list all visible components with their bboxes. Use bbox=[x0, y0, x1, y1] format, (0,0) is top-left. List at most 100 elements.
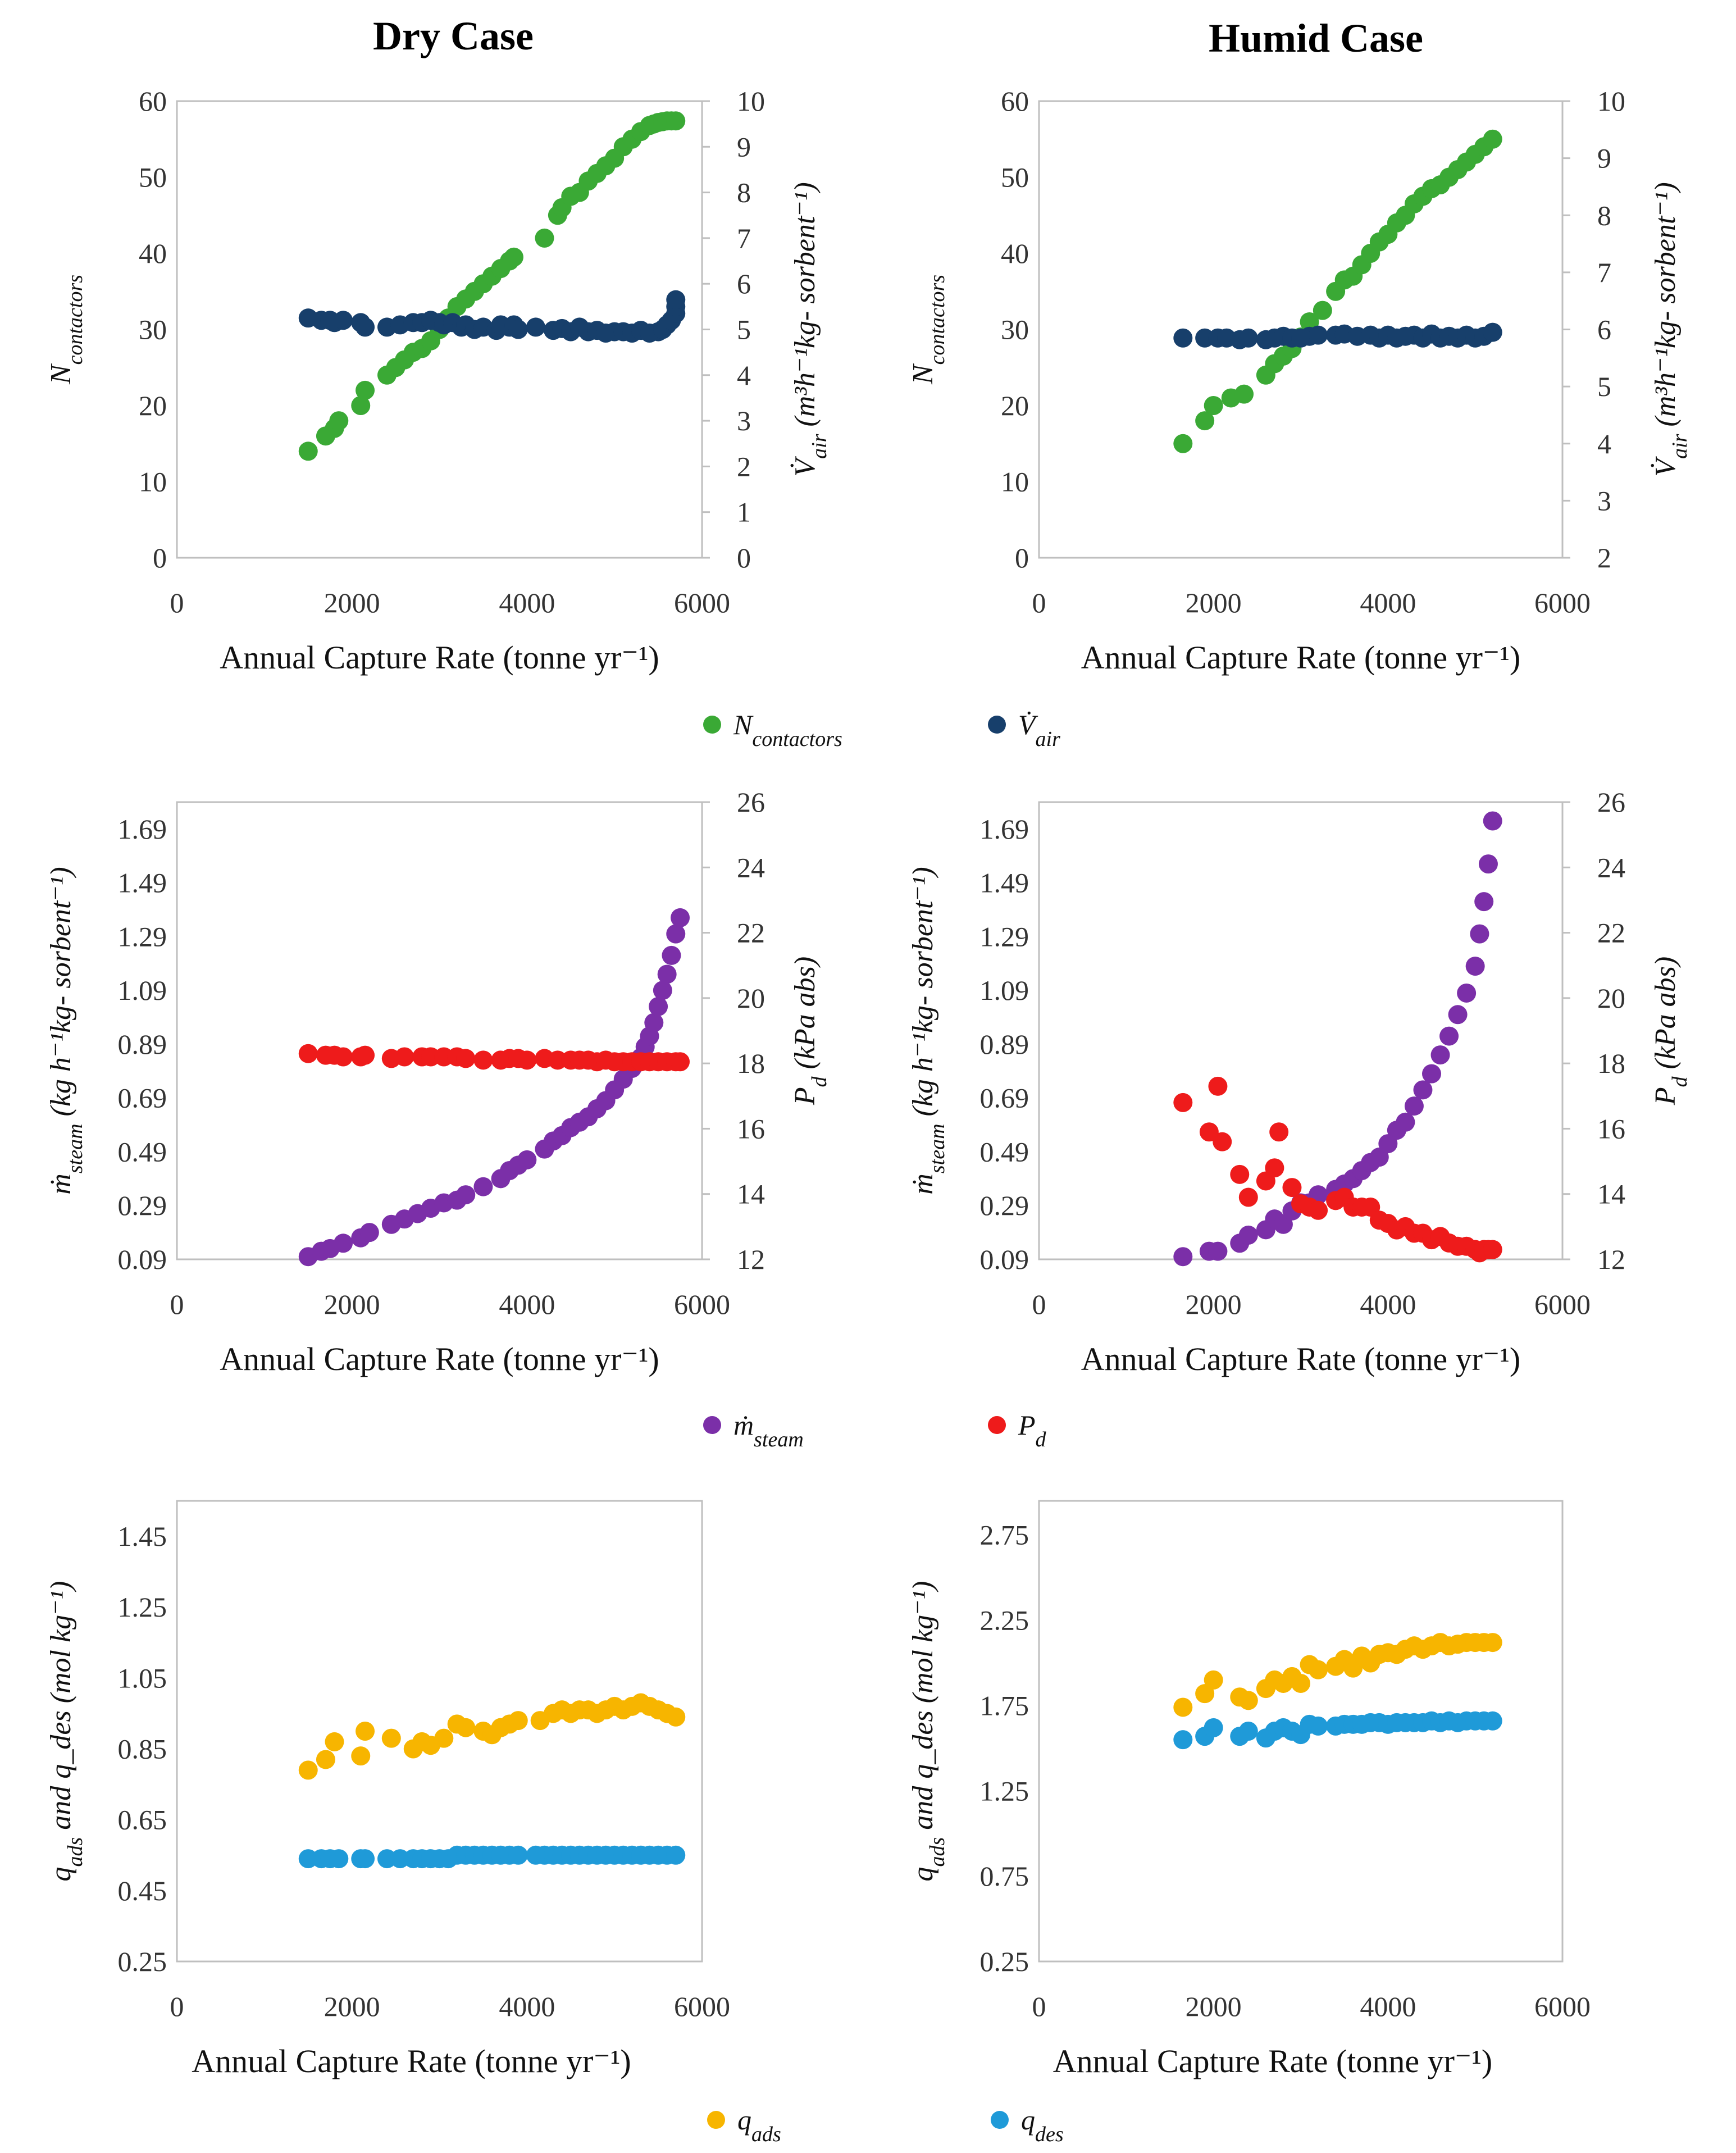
x-tick-label: 6000 bbox=[674, 1289, 730, 1320]
data-point bbox=[473, 1050, 493, 1070]
y-tick-label: 2.75 bbox=[980, 1519, 1029, 1551]
x-tick-label: 6000 bbox=[1534, 1991, 1591, 2022]
data-point bbox=[1238, 1225, 1258, 1245]
y-tick-label: 0.69 bbox=[118, 1082, 167, 1114]
legends-layer: Ncontactors V̇air ṁsteam Pd qads qdes bbox=[703, 709, 1064, 2146]
plot-frame bbox=[176, 1500, 703, 1963]
y-tick-label: 0.49 bbox=[118, 1136, 167, 1167]
series-q_des bbox=[298, 1845, 686, 1869]
y2-tick-label: 7 bbox=[1597, 257, 1611, 288]
y-tick-label: 0.29 bbox=[118, 1190, 167, 1221]
x-tick-label: 4000 bbox=[1360, 1991, 1416, 2022]
y2-tick-label: 18 bbox=[737, 1048, 765, 1079]
data-point bbox=[356, 380, 375, 400]
data-point bbox=[644, 1013, 664, 1032]
data-point bbox=[456, 1718, 476, 1737]
y2-tick-label: 0 bbox=[737, 542, 751, 573]
y2-tick-label: 12 bbox=[737, 1244, 765, 1275]
data-point bbox=[671, 1052, 690, 1072]
y-axis-label: ṁsteam (kg h⁻¹kg- sorbent⁻¹) bbox=[907, 867, 949, 1194]
y-tick-label: 0.25 bbox=[980, 1946, 1029, 1977]
y-tick-label: 1.45 bbox=[118, 1521, 167, 1552]
y2-axis-label: V̇air (m³h⁻¹kg- sorbent⁻¹) bbox=[789, 182, 831, 476]
plot-frame bbox=[1038, 1500, 1564, 1963]
data-point bbox=[548, 1050, 567, 1070]
data-point bbox=[1483, 129, 1502, 149]
legend-label: V̇air bbox=[1018, 709, 1060, 751]
data-point bbox=[1195, 328, 1215, 348]
data-point bbox=[1483, 1633, 1502, 1653]
y2-tick-label: 9 bbox=[737, 131, 751, 162]
data-point bbox=[1204, 1670, 1223, 1690]
series-V̇_air bbox=[1173, 322, 1502, 349]
title-humid-case: Humid Case bbox=[1209, 16, 1423, 61]
data-point bbox=[1238, 1691, 1258, 1710]
y-tick-label: 60 bbox=[1001, 85, 1029, 117]
data-point bbox=[504, 247, 523, 267]
data-point bbox=[1404, 1096, 1424, 1116]
x-axis-label: Annual Capture Rate (tonne yr⁻¹) bbox=[220, 639, 659, 676]
data-point bbox=[359, 1223, 379, 1242]
y2-tick-label: 18 bbox=[1597, 1048, 1625, 1079]
data-point bbox=[653, 981, 672, 1000]
x-tick-label: 6000 bbox=[674, 587, 730, 618]
data-point bbox=[666, 111, 686, 131]
data-point bbox=[662, 945, 681, 965]
y2-tick-label: 5 bbox=[1597, 371, 1611, 402]
y2-axis-label: Pd (kPa abs) bbox=[1650, 957, 1692, 1105]
y2-tick-label: 24 bbox=[1597, 852, 1625, 883]
data-point bbox=[1439, 1026, 1459, 1046]
y-tick-label: 1.29 bbox=[980, 921, 1029, 952]
series-P_d bbox=[1173, 1076, 1502, 1263]
data-point bbox=[1282, 1178, 1302, 1198]
y2-tick-label: 2 bbox=[737, 450, 751, 482]
data-point bbox=[671, 908, 690, 927]
x-tick-label: 2000 bbox=[1186, 1289, 1242, 1320]
chart-dry-q: 0.25 0.45 0.65 0.85 1.05 1.25 1.45 0 2000 4000 600… bbox=[45, 1500, 730, 2079]
y-tick-label: 1.75 bbox=[980, 1690, 1029, 1721]
x-tick-label: 0 bbox=[1032, 587, 1046, 618]
data-point bbox=[657, 964, 677, 984]
y-tick-label: 1.09 bbox=[980, 975, 1029, 1006]
chart-dry-contactors: 0 10 20 30 40 50 60 0 1 2 3 4 5 6 7 8 9 10 0 2000 4000 6000 An… bbox=[45, 85, 831, 676]
data-point bbox=[508, 1711, 528, 1731]
x-tick-label: 0 bbox=[170, 587, 184, 618]
data-point bbox=[473, 1177, 493, 1196]
data-point bbox=[329, 411, 349, 431]
y-tick-label: 0.09 bbox=[980, 1244, 1029, 1275]
y-tick-label: 0.45 bbox=[118, 1875, 167, 1906]
y-tick-label: 30 bbox=[139, 314, 167, 345]
data-point bbox=[666, 1845, 686, 1865]
data-point bbox=[298, 441, 318, 461]
y-tick-label: 0.85 bbox=[118, 1733, 167, 1765]
data-point bbox=[434, 1728, 454, 1748]
data-point bbox=[517, 1150, 537, 1169]
data-point bbox=[1291, 1673, 1310, 1693]
data-point bbox=[1413, 1080, 1433, 1100]
y-tick-label: 50 bbox=[139, 162, 167, 193]
y-tick-label: 1.05 bbox=[118, 1662, 167, 1694]
data-point bbox=[1483, 322, 1502, 342]
y2-tick-label: 9 bbox=[1597, 143, 1611, 174]
series-P_d bbox=[298, 1044, 690, 1072]
legend-label: Ncontactors bbox=[733, 709, 842, 751]
y-tick-label: 0.65 bbox=[118, 1804, 167, 1836]
y-tick-label: 1.25 bbox=[980, 1775, 1029, 1806]
data-point bbox=[1173, 1093, 1193, 1112]
legend-label: ṁsteam bbox=[733, 1409, 804, 1451]
data-point bbox=[356, 1045, 375, 1065]
y-tick-label: 0.09 bbox=[118, 1244, 167, 1275]
data-point bbox=[1422, 1064, 1441, 1084]
data-point bbox=[334, 1233, 353, 1253]
y2-tick-label: 20 bbox=[737, 982, 765, 1014]
data-point bbox=[421, 1047, 440, 1067]
y-tick-label: 30 bbox=[1001, 314, 1029, 345]
y2-tick-label: 22 bbox=[737, 917, 765, 949]
data-point bbox=[1474, 892, 1494, 912]
data-point bbox=[329, 1849, 349, 1869]
series-N_contactors bbox=[1173, 129, 1502, 453]
y-tick-label: 0.25 bbox=[118, 1946, 167, 1977]
data-point bbox=[334, 1047, 353, 1067]
data-point bbox=[1430, 1045, 1450, 1065]
